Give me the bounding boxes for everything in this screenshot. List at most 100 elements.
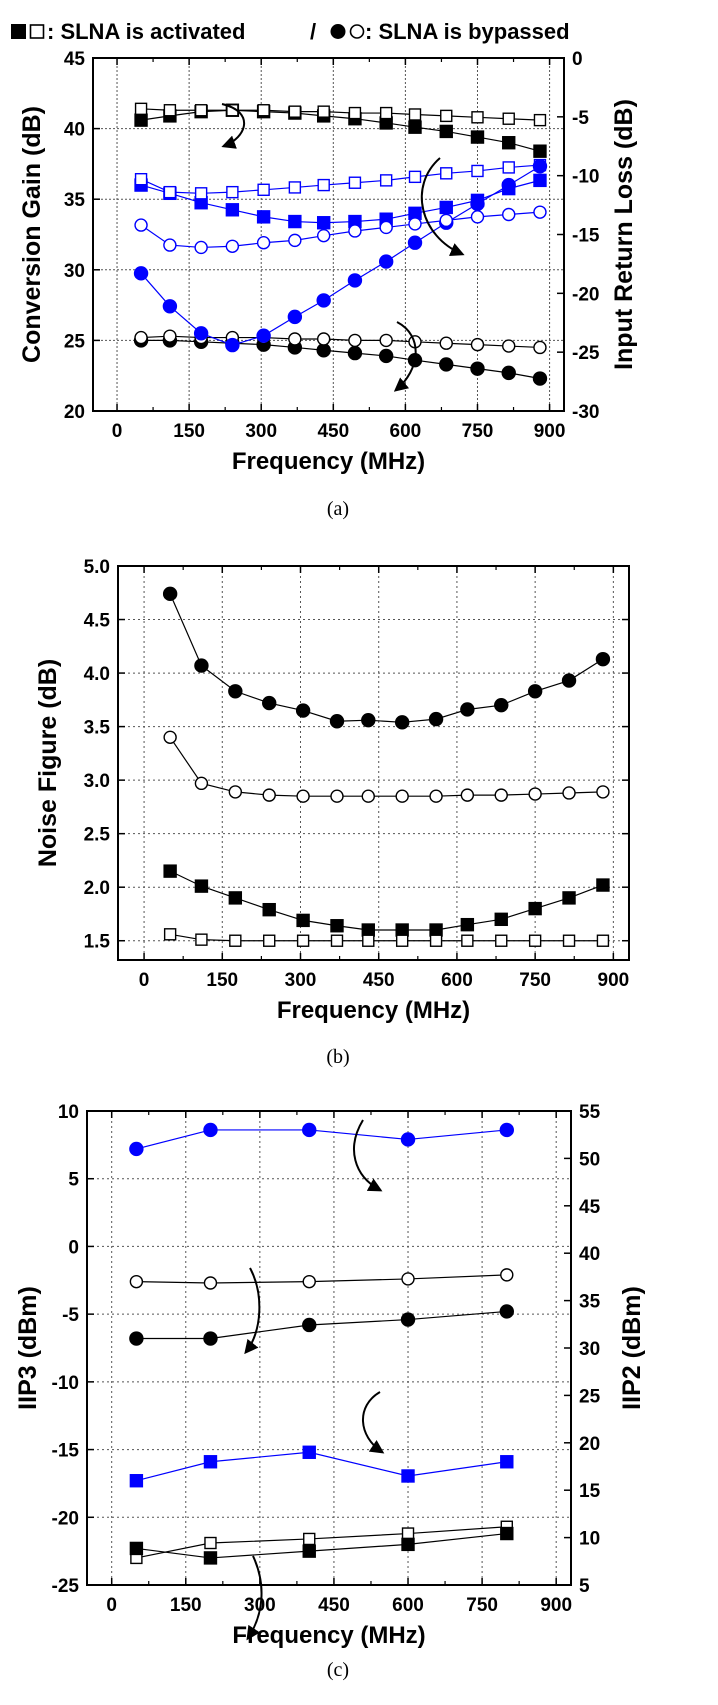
series-1-point-2 [302,1274,316,1289]
series-3-point-11 [528,934,542,947]
series-5-point-2 [194,187,208,200]
series-2-point-1 [194,879,209,893]
series-7-point-2 [194,240,208,255]
arrow-icon-a2 [420,157,465,257]
series-0-point-1 [203,1122,218,1138]
series-4-point-1 [204,1536,217,1550]
series-2-point-9 [460,917,475,932]
series-0-point-9 [408,120,422,134]
y2-tick-label: -10 [572,167,599,188]
y2-tick-label: 30 [579,1339,600,1360]
series-5-point-3 [401,1537,415,1552]
series-6-point-11 [470,196,485,212]
y2-tick-label: 55 [579,1102,601,1123]
x-tick-label: 450 [363,970,395,991]
series-2-point-1 [203,1331,218,1346]
series-3-point-5 [330,934,344,947]
plot-frame [86,1110,572,1586]
x-axis-label: Frequency (MHz) [232,448,425,475]
series-3-point-0 [163,928,177,941]
series-0-point-11 [527,684,543,699]
caption-a: (a) [327,498,349,520]
series-1-point-1 [203,1276,218,1290]
plot-frame [117,565,630,961]
y-tick-label: 30 [64,261,85,282]
series-3-point-10 [439,336,453,350]
series-2-point-11 [470,361,485,376]
x-tick-label: 750 [466,1595,498,1616]
series-5-line [136,1532,507,1559]
x-tick-label: 450 [318,1595,350,1616]
series-1-point-0 [129,1274,144,1289]
filled-square-icon [11,24,26,39]
series-6-point-0 [133,266,149,281]
x-tick-label: 900 [534,421,566,442]
series-5-point-9 [408,170,422,184]
x-tick-label: 600 [441,970,473,991]
series-5-point-4 [257,183,270,196]
series-0-point-3 [262,695,277,711]
series-3-point-9 [461,934,474,947]
y-tick-label: 10 [58,1102,79,1123]
series-7-point-9 [408,217,422,231]
y-tick-label: 3.5 [84,718,111,739]
series-2-point-3 [262,902,276,917]
series-5-point-11 [471,164,484,178]
x-tick-label: 150 [173,421,205,442]
series-2-point-5 [330,919,344,933]
series-3-point-12 [562,934,576,947]
arrow-icon-c4 [246,1555,263,1641]
legend: : SLNA is activated / : SLNA is bypassed [11,19,570,44]
series-3-point-0 [134,330,148,345]
series-1-point-11 [528,787,542,801]
series-1-point-13 [533,113,547,127]
series-2-point-8 [429,923,443,937]
y2-tick-label: -15 [572,226,600,247]
series-5-point-3 [226,185,239,199]
series-2-point-4 [296,913,310,928]
arrow-icon-a3 [393,321,417,392]
series-4-point-3 [225,203,240,217]
series-1-point-2 [194,104,208,117]
series-0-point-12 [502,136,516,150]
series-5-point-7 [348,176,362,189]
series-3-point-4 [296,934,310,947]
x-tick-label: 0 [139,970,150,991]
series-2-point-7 [347,345,363,361]
y-tick-label: -25 [52,1576,80,1597]
x-tick-label: 150 [170,1595,202,1616]
series-0-point-1 [194,658,209,673]
series-6-point-3 [225,337,240,353]
series-6-point-5 [287,309,303,325]
series-2-point-6 [361,923,375,937]
open-square-icon [29,24,45,39]
y-tick-label: 4.0 [84,664,110,685]
legend-activated-text: : SLNA is activated [47,19,245,44]
y2-tick-label: 35 [579,1292,601,1313]
series-7-point-6 [316,228,331,243]
series-5-point-8 [379,174,393,187]
y-tick-label: -10 [52,1373,79,1394]
series-1-point-4 [257,104,270,117]
series-0-point-7 [394,715,410,730]
series-3-point-2 [229,934,242,947]
y2-tick-label: 45 [579,1197,601,1218]
series-6-point-1 [162,299,178,314]
y2-tick-label: 0 [572,49,583,70]
series-2-point-2 [302,1317,317,1333]
y2-tick-label: 20 [579,1434,600,1455]
y-tick-label: 5.0 [84,557,110,578]
annotation-arrows [221,103,465,1641]
series-5-point-12 [502,161,515,174]
series-0-point-3 [400,1132,416,1147]
series-3-point-5 [288,332,302,346]
x-tick-label: 600 [390,421,422,442]
series-2-point-4 [499,1304,514,1319]
series-0-point-8 [428,711,444,727]
y-tick-label: 4.5 [84,611,111,632]
series-3-point-2 [302,1445,316,1459]
series-0-point-9 [460,702,475,717]
y2-tick-label: 40 [579,1244,600,1265]
series-3-point-1 [163,329,177,343]
